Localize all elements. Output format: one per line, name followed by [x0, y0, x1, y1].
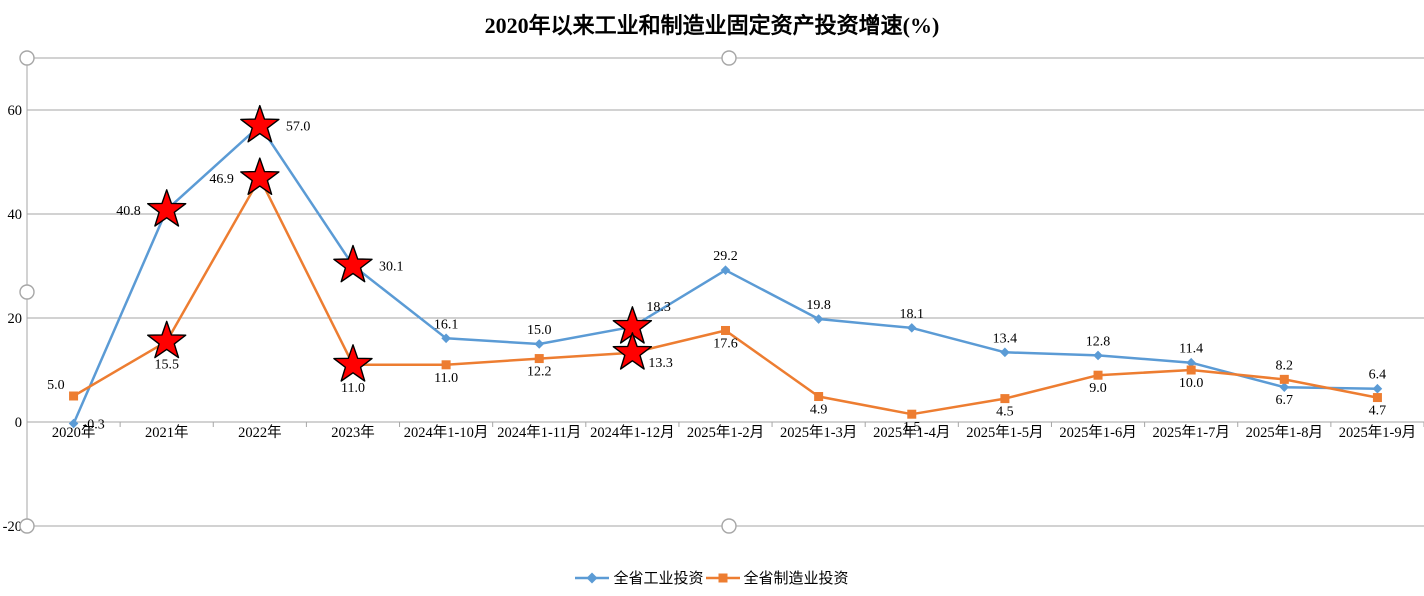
data-label: 6.7 [1276, 393, 1294, 408]
x-axis-label: 2025年1-5月 [966, 424, 1043, 441]
industrial-point-marker[interactable] [1279, 382, 1290, 392]
selection-handle-mid-left[interactable] [19, 284, 35, 300]
data-label: 15.5 [154, 357, 179, 372]
selection-handle-bottom-left[interactable] [19, 518, 35, 534]
data-label: 12.8 [1086, 334, 1111, 349]
y-axis-label: 20 [8, 311, 23, 327]
manufacturing-point-marker[interactable] [1372, 393, 1382, 403]
industrial-point-marker[interactable] [1186, 357, 1196, 368]
industrial-point-marker[interactable] [68, 418, 79, 429]
chart-legend[interactable]: 全省工业投资 全省制造业投资 [0, 567, 1424, 588]
data-label: 4.7 [1369, 404, 1387, 419]
x-axis-label: 2025年1-3月 [780, 424, 857, 441]
y-axis-label: 40 [8, 207, 23, 223]
star-marker[interactable] [333, 344, 373, 382]
manufacturing-point-marker[interactable] [69, 391, 79, 401]
data-label: 10.0 [1179, 376, 1204, 391]
manufacturing-legend-marker-icon [705, 573, 740, 582]
industrial-point-marker[interactable] [441, 333, 451, 344]
data-label: 40.8 [116, 204, 141, 219]
legend-label-industrial: 全省工业投资 [613, 571, 704, 587]
data-label: -0.3 [83, 418, 105, 433]
x-axis-label: 2023年 [331, 424, 375, 441]
data-label: 4.5 [996, 405, 1014, 420]
data-label: 8.2 [1276, 358, 1294, 373]
data-label: 11.4 [1179, 342, 1203, 357]
selection-handle-top-left[interactable] [19, 50, 35, 66]
chart-title: 2020年以来工业和制造业固定资产投资增速(%) [484, 13, 940, 38]
legend-item-industrial[interactable]: 全省工业投资 [575, 567, 704, 588]
data-label: 6.4 [1369, 368, 1387, 383]
x-axis-label: 2021年 [145, 424, 189, 441]
industrial-point-marker[interactable] [813, 314, 824, 324]
data-label: 17.6 [713, 336, 738, 351]
x-axis-label: 2025年1-9月 [1339, 424, 1416, 441]
star-marker[interactable] [240, 104, 280, 143]
data-label: 5.0 [47, 378, 65, 393]
selection-handle-top-center[interactable] [721, 50, 737, 66]
industrial-point-marker[interactable] [534, 339, 545, 349]
manufacturing-point-marker[interactable] [1186, 365, 1196, 375]
data-label: 13.3 [648, 356, 673, 371]
data-label: 11.0 [341, 381, 365, 396]
data-label: 46.9 [209, 172, 234, 187]
y-axis-label: 60 [8, 103, 23, 119]
star-marker[interactable] [333, 244, 373, 283]
industrial-point-marker[interactable] [720, 265, 731, 275]
legend-label-manufacturing: 全省制造业投资 [743, 571, 849, 587]
star-marker[interactable] [240, 157, 280, 195]
y-axis-label: 0 [15, 415, 22, 431]
chart-plot-area[interactable]: -20 0 20 40 60 2020年 2021年 2022年 2023年 2024年1-10月… [0, 45, 1424, 596]
x-axis-label: 2025年1-8月 [1246, 424, 1323, 441]
legend-item-manufacturing[interactable]: 全省制造业投资 [705, 567, 849, 588]
data-label: 4.9 [810, 403, 828, 418]
x-axis-label: 2024年1-10月 [404, 424, 489, 441]
y-axis-label: -20 [3, 519, 22, 535]
x-axis-label: 2025年1-2月 [687, 424, 764, 441]
x-axis-label: 2025年1-4月 [873, 424, 950, 441]
x-axis-label: 2025年1-6月 [1059, 424, 1136, 441]
data-label: 30.1 [379, 259, 404, 274]
manufacturing-point-marker[interactable] [441, 360, 451, 370]
selection-handle-bottom-center[interactable] [721, 518, 737, 534]
data-label: 12.2 [527, 365, 552, 380]
manufacturing-point-marker[interactable] [534, 354, 544, 364]
manufacturing-point-marker[interactable] [1000, 394, 1010, 404]
industrial-legend-marker-icon [575, 572, 610, 583]
data-label: 11.0 [434, 371, 458, 386]
data-label: 29.2 [713, 249, 738, 264]
x-axis-label: 2024年1-11月 [497, 424, 581, 441]
x-axis-label: 2024年1-12月 [590, 424, 675, 441]
data-label: 19.8 [806, 298, 831, 313]
industrial-point-marker[interactable] [1093, 350, 1103, 361]
data-label: 13.4 [993, 331, 1018, 346]
x-axis-label: 2022年 [238, 424, 282, 441]
x-axis-label: 2025年1-7月 [1152, 424, 1229, 441]
data-label: 18.1 [900, 307, 925, 322]
star-marker[interactable] [147, 189, 187, 227]
x-axis-label: 2020年 [52, 424, 96, 441]
star-marker[interactable] [612, 332, 653, 370]
manufacturing-point-marker[interactable] [1093, 370, 1103, 380]
manufacturing-point-marker[interactable] [721, 325, 730, 335]
industrial-point-marker[interactable] [906, 323, 917, 333]
industrial-point-marker[interactable] [1000, 347, 1010, 358]
manufacturing-point-marker[interactable] [907, 409, 917, 419]
manufacturing-point-marker[interactable] [814, 392, 824, 402]
data-label: 18.3 [646, 300, 671, 315]
data-label: 15.0 [527, 323, 552, 338]
industrial-point-marker[interactable] [1372, 383, 1383, 394]
manufacturing-point-marker[interactable] [1279, 374, 1289, 384]
data-label: 9.0 [1089, 381, 1107, 396]
data-label: 1.5 [903, 420, 921, 435]
star-marker[interactable] [147, 320, 187, 359]
data-label: 57.0 [286, 120, 311, 135]
data-label: 16.1 [434, 317, 459, 332]
